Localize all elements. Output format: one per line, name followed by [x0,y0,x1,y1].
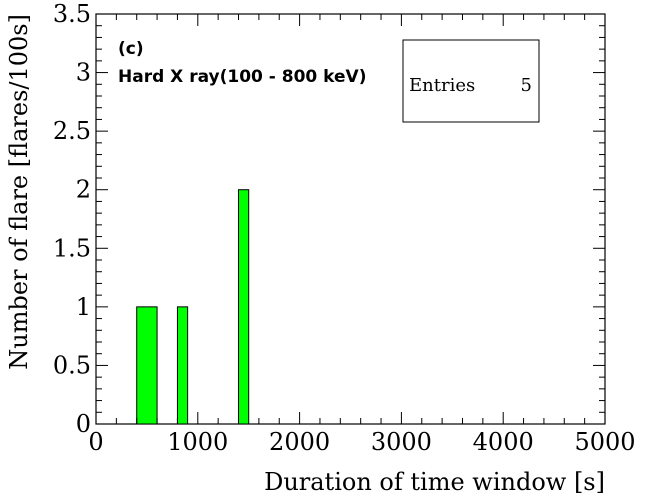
x-tick-label: 0 [88,428,103,456]
panel-label: (c) [118,39,144,59]
x-tick-label: 4000 [473,428,534,456]
stats-entries-label: Entries [409,75,475,96]
x-tick-label: 1000 [167,428,228,456]
y-tick-label: 3 [76,59,91,87]
y-tick-label: 1.5 [53,234,91,262]
tick-labels-group: 0 1000 2000 3000 4000 5000 0 0.5 1 1.5 2 2.5 3 3.5 [53,0,636,456]
y-tick-label: 0.5 [53,351,91,379]
x-tick-label: 3000 [371,428,432,456]
y-tick-label: 2 [76,176,91,204]
plot-frame [95,13,606,425]
y-axis-title: Number of flare [flares/100s] [5,14,33,370]
stats-entries-value: 5 [521,75,532,96]
bars-group [136,189,250,425]
y-tick-label: 0 [76,410,91,438]
ticks-group [95,13,606,425]
x-tick-label: 5000 [574,428,635,456]
stats-box: Entries 5 [402,39,540,123]
histogram-bar-1 [176,306,189,425]
y-tick-label: 2.5 [53,117,91,145]
histogram-bar-0 [136,306,158,425]
y-tick-label: 1 [76,293,91,321]
histogram-bar-2 [238,189,250,425]
x-tick-label: 2000 [269,428,330,456]
x-axis-title: Duration of time window [s] [264,468,605,496]
energy-range-label: Hard X ray(100 - 800 keV) [118,67,366,87]
y-tick-label: 3.5 [53,0,91,28]
